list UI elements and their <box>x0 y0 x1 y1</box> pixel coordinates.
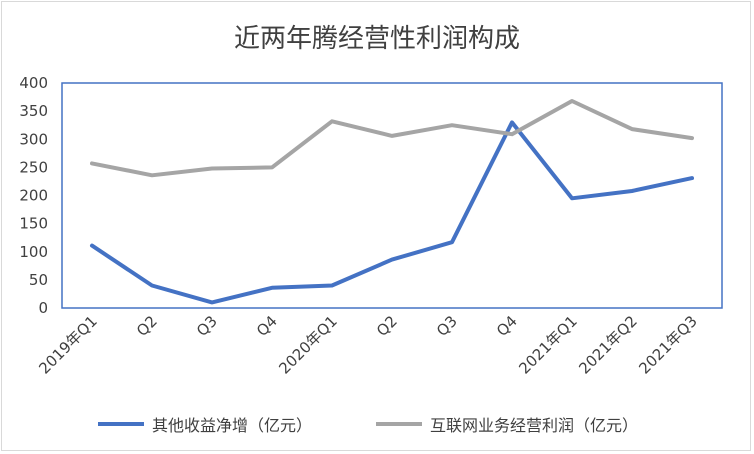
series-line-1 <box>90 120 694 305</box>
x-tick-label: 2021年Q3 <box>635 312 700 377</box>
y-tick-label: 400 <box>19 74 48 92</box>
x-tick-label: 2021年Q1 <box>515 312 580 377</box>
legend-swatch-series-2 <box>376 422 422 426</box>
chart-title: 近两年腾经营性利润构成 <box>233 24 520 54</box>
x-tick-label: Q3 <box>193 312 221 340</box>
x-tick-label: 2021年Q2 <box>575 312 640 377</box>
x-tick-label: Q4 <box>253 312 281 340</box>
x-tick-label: Q2 <box>373 312 401 340</box>
y-tick-label: 150 <box>19 215 48 233</box>
legend-label-series-2: 互联网业务经营利润（亿元） <box>430 416 639 435</box>
y-tick-label: 300 <box>19 130 48 148</box>
y-tick-label: 50 <box>29 271 48 289</box>
x-tick-label: 2019年Q1 <box>35 312 100 377</box>
plot-frame <box>61 82 723 309</box>
x-tick-label: Q3 <box>433 312 461 340</box>
legend-swatch-series-1 <box>98 422 144 426</box>
x-tick-label: Q2 <box>133 312 161 340</box>
series-line-2 <box>90 99 694 178</box>
y-tick-label: 250 <box>19 158 48 176</box>
legend-item-series-1: 其他收益净增（亿元） <box>98 412 312 436</box>
x-tick-label: Q4 <box>493 312 521 340</box>
legend-label-series-1: 其他收益净增（亿元） <box>152 416 313 435</box>
y-tick-label: 200 <box>19 187 48 205</box>
y-tick-label: 100 <box>19 243 48 261</box>
x-tick-label: 2020年Q1 <box>275 312 340 377</box>
legend-item-series-2: 互联网业务经营利润（亿元） <box>376 412 638 436</box>
y-tick-label: 0 <box>38 299 48 317</box>
y-tick-label: 350 <box>19 102 48 120</box>
